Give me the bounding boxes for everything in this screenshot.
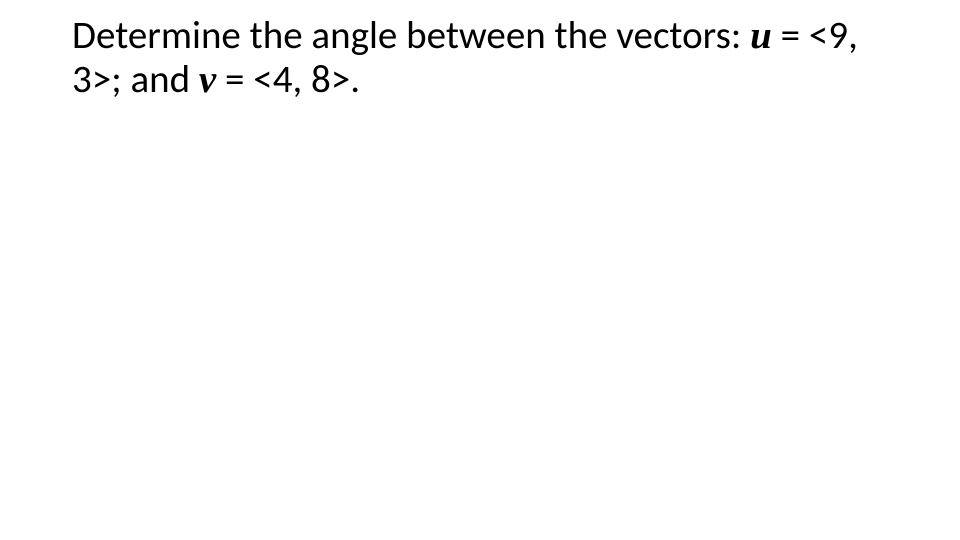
vector-u-symbol: u (750, 14, 772, 57)
problem-text-part-1: Determine the angle between the vectors: (72, 12, 750, 59)
problem-text-part-3: = <4, 8>. (216, 56, 360, 103)
problem-statement: Determine the angle between the vectors:… (72, 14, 902, 103)
vector-v-symbol: v (199, 58, 216, 101)
slide: Determine the angle between the vectors:… (0, 0, 960, 540)
